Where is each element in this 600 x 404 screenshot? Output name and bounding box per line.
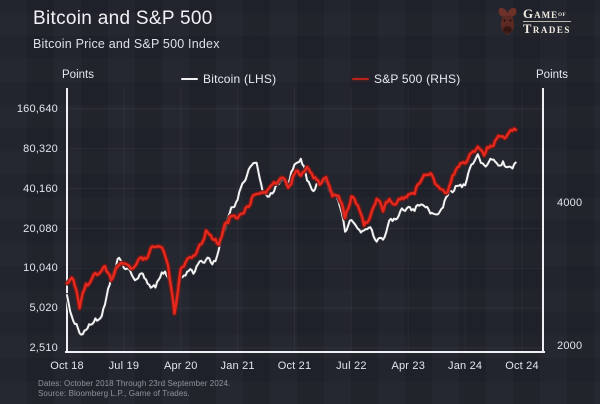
footnote-source: Source: Bloomberg L.P., Game of Trades. — [38, 389, 190, 398]
left-axis-tick: 20,080 — [23, 222, 58, 235]
left-axis-tick: 80,320 — [23, 142, 58, 155]
page-title: Bitcoin and S&P 500 — [33, 8, 213, 29]
left-axis-tick: 10,040 — [23, 262, 58, 275]
logo-text: Gameof Trades — [523, 7, 571, 36]
sp500-series-line-halo — [64, 126, 519, 317]
x-axis-tick: Jul 22 — [336, 360, 367, 372]
chart-footnote: Dates: October 2018 Through 23rd Septemb… — [38, 379, 230, 399]
left-axis-tick: 5,020 — [29, 302, 58, 315]
logo-word-game: Game — [523, 6, 559, 22]
x-axis-tick: Oct 21 — [277, 360, 312, 372]
bull-icon — [498, 7, 517, 35]
left-axis-tick: 40,160 — [23, 182, 58, 195]
bitcoin-line-swatch — [181, 77, 198, 81]
left-axis-title: Points — [62, 69, 94, 81]
x-axis-tick: Jul 19 — [108, 360, 140, 372]
left-axis-tick: 160,640 — [16, 103, 58, 116]
legend-item-sp500: S&P 500 (RHS) — [352, 72, 460, 86]
bitcoin-series-line — [66, 153, 517, 336]
logo-word-trades: Trades — [523, 21, 571, 37]
sp500-series-line — [65, 127, 517, 315]
right-axis-tick: 2000 — [557, 340, 583, 352]
x-axis-tick: Oct 24 — [505, 360, 539, 372]
right-axis-tick: 4000 — [557, 197, 583, 209]
right-axis-title: Points — [536, 69, 568, 81]
x-axis-tick: Jan 24 — [448, 360, 483, 372]
page-subtitle: Bitcoin Price and S&P 500 Index — [33, 37, 220, 51]
legend-label-bitcoin: Bitcoin (LHS) — [203, 72, 277, 86]
footnote-dates: Dates: October 2018 Through 23rd Septemb… — [38, 379, 231, 388]
x-axis-tick: Apr 23 — [391, 360, 426, 372]
x-axis-tick: Oct 18 — [50, 360, 84, 372]
x-axis-tick: Jan 21 — [220, 360, 255, 372]
left-axis-tick: 2,510 — [29, 342, 58, 354]
logo-word-of: of — [558, 10, 567, 19]
legend-label-sp500: S&P 500 (RHS) — [374, 72, 461, 86]
sp500-line-swatch — [352, 77, 369, 81]
x-axis-tick: Apr 20 — [163, 360, 198, 372]
game-of-trades-logo: Gameof Trades — [496, 5, 571, 38]
legend-item-bitcoin: Bitcoin (LHS) — [181, 72, 276, 86]
